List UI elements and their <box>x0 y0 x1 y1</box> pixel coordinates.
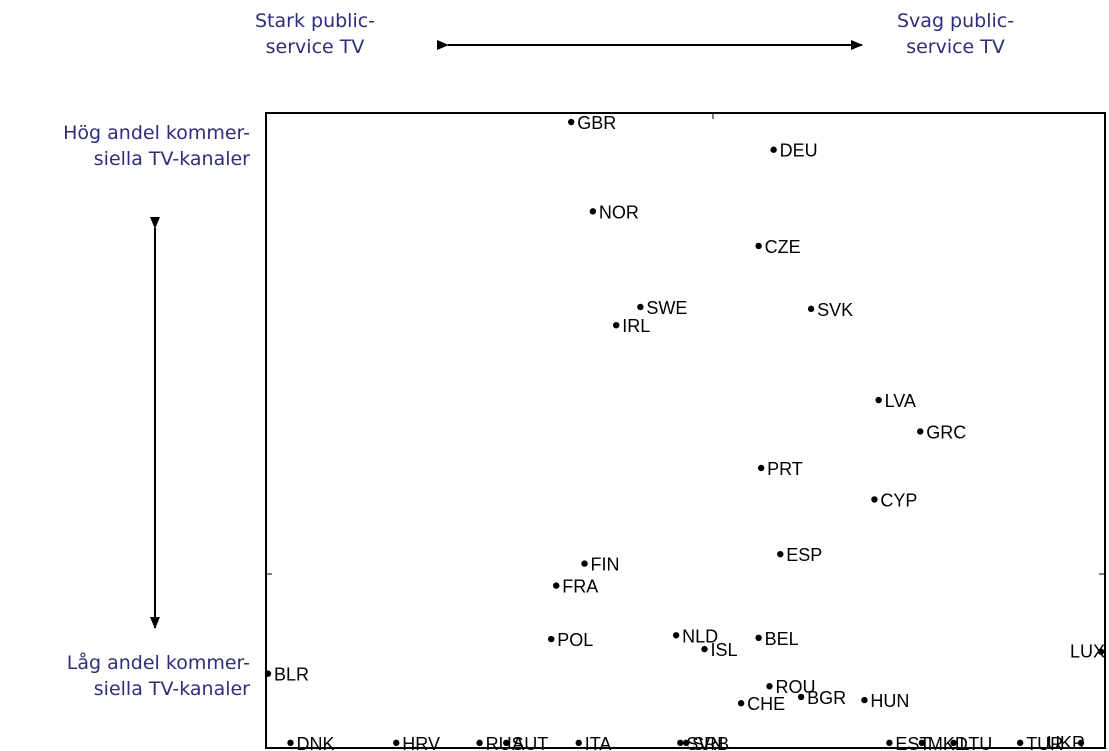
point-lva <box>875 396 882 404</box>
point-label-cze: CZE <box>765 237 801 257</box>
point-label-grc: GRC <box>926 423 966 443</box>
point-rou <box>766 683 773 690</box>
point-lux <box>1097 648 1105 655</box>
point-tur <box>1016 739 1024 747</box>
point-bel <box>755 634 762 642</box>
point-ltu <box>950 739 957 747</box>
weak-public-service-line-2: service TV <box>906 36 1005 58</box>
point-label-che: CHE <box>747 694 785 714</box>
point-label-hun: HUN <box>870 691 909 711</box>
high-commercial-share-line-2: siella TV-kanaler <box>93 148 250 170</box>
low-commercial-share-line-2: siella TV-kanaler <box>93 678 250 700</box>
point-label-srb: SRB <box>692 734 729 751</box>
point-nor <box>589 208 597 215</box>
strong-public-service-label: Stark public- service TV <box>255 8 375 60</box>
point-label-blr: BLR <box>274 665 309 685</box>
point-est <box>886 739 893 747</box>
weak-public-service-line-1: Svag public- <box>897 10 1015 32</box>
point-label-ukr: UKR <box>1047 733 1085 751</box>
point-label-pol: POL <box>557 630 593 650</box>
point-rus <box>476 739 483 747</box>
point-label-tur: TUR <box>1026 734 1063 751</box>
point-hrv <box>393 739 400 747</box>
point-label-ltu: LTU <box>960 734 993 751</box>
point-label-mkd: MKD <box>928 734 968 751</box>
point-deu <box>770 146 777 153</box>
point-mkd <box>918 739 926 747</box>
point-label-lux: LUX <box>1070 642 1105 662</box>
point-label-swe: SWE <box>646 298 687 318</box>
point-label-nor: NOR <box>599 202 639 222</box>
point-cyp <box>871 496 878 503</box>
strong-public-service-line-1: Stark public- <box>255 10 376 32</box>
plot-frame <box>265 112 1106 749</box>
point-dnk <box>287 739 294 747</box>
point-label-dnk: DNK <box>296 734 334 751</box>
point-ukr <box>1077 739 1085 747</box>
low-commercial-share-line-1: Låg andel kommer- <box>66 652 250 674</box>
point-label-fin: FIN <box>591 555 620 575</box>
point-pol <box>548 635 555 643</box>
high-commercial-share-label: Hög andel kommer- siella TV-kanaler <box>6 120 250 172</box>
point-bgr <box>797 693 805 701</box>
point-label-cyp: CYP <box>880 490 917 510</box>
point-label-nld: NLD <box>682 626 718 646</box>
weak-public-service-label: Svag public- service TV <box>897 8 1014 60</box>
point-irl <box>612 321 620 329</box>
point-label-esp: ESP <box>786 545 822 565</box>
point-label-deu: DEU <box>780 141 818 161</box>
point-label-est: EST <box>895 734 930 751</box>
point-blr <box>264 670 272 677</box>
point-label-svk: SVK <box>817 300 853 320</box>
point-che <box>737 700 745 707</box>
points-layer: GBR DEU NOR CZE SWE SVK IRL LVA GRC PRT CYP ESP FINF… <box>264 113 1105 751</box>
point-nld <box>672 632 680 639</box>
point-label-prt: PRT <box>767 459 803 479</box>
point-fra <box>553 582 560 589</box>
point-label-fra: FRA <box>562 577 598 597</box>
point-aut <box>503 739 510 747</box>
point-label-gbr: GBR <box>577 113 616 133</box>
point-svn <box>677 739 684 747</box>
point-label-lva: LVA <box>885 391 916 411</box>
point-hun <box>861 696 868 704</box>
point-label-bgr: BGR <box>807 688 846 708</box>
point-gbr <box>568 118 575 126</box>
point-label-rou: ROU <box>775 677 815 697</box>
point-esp <box>777 550 784 558</box>
point-label-aut: AUT <box>512 734 548 751</box>
low-commercial-share-label: Låg andel kommer- siella TV-kanaler <box>6 650 250 702</box>
point-ita <box>575 739 582 747</box>
point-label-hrv: HRV <box>402 734 440 751</box>
point-grc <box>917 428 924 435</box>
strong-public-service-line-2: service TV <box>265 36 365 58</box>
point-label-irl: IRL <box>622 316 650 336</box>
point-swe <box>637 303 644 311</box>
point-fin <box>581 560 588 567</box>
point-label-isl: ISL <box>710 640 737 660</box>
point-prt <box>757 464 765 472</box>
point-label-ita: ITA <box>585 734 612 751</box>
point-label-bel: BEL <box>765 629 799 649</box>
high-commercial-share-line-1: Hög andel kommer- <box>63 122 250 144</box>
point-svk <box>807 305 815 313</box>
point-isl <box>701 645 708 653</box>
point-srb <box>682 739 690 747</box>
point-cze <box>755 242 762 250</box>
point-label-svn: SVN <box>686 734 723 751</box>
